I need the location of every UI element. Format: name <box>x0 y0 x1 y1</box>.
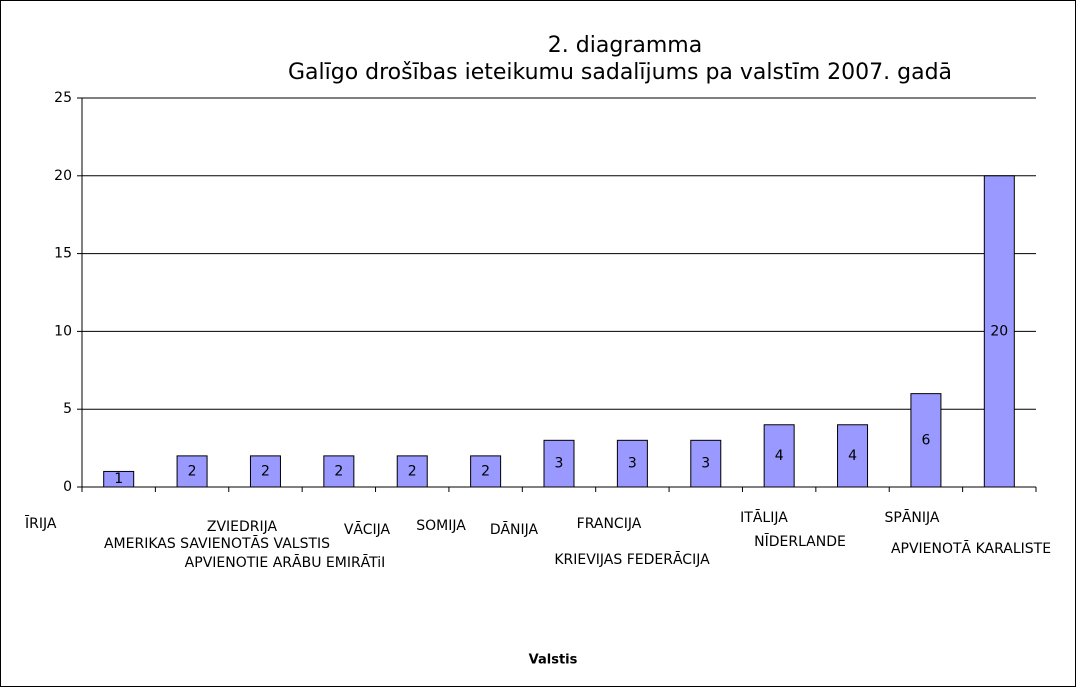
bar <box>323 455 355 488</box>
bar <box>690 439 722 488</box>
x-tick-label: SPĀNIJA <box>885 509 940 526</box>
data-label: 2 <box>481 463 490 479</box>
bar <box>396 455 428 488</box>
data-label: 1 <box>114 471 123 487</box>
data-label: 6 <box>921 432 930 448</box>
x-tick-label: APVIENOTĀ KARALISTE <box>891 540 1051 557</box>
y-tick-label: 10 <box>54 323 72 339</box>
x-tick-label: ITĀLIJA <box>740 509 788 526</box>
bar <box>616 439 648 488</box>
x-tick-label: AMERIKAS SAVIENOTĀS VALSTIS <box>104 535 330 552</box>
x-tick-label: NĪDERLANDE <box>754 533 846 550</box>
data-label: 3 <box>555 456 564 472</box>
data-label: 2 <box>188 463 197 479</box>
data-label: 3 <box>628 456 637 472</box>
bar <box>543 439 575 488</box>
y-tick-label: 0 <box>63 479 72 495</box>
data-label: 2 <box>261 463 270 479</box>
bar <box>983 175 1015 488</box>
data-label: 2 <box>408 463 417 479</box>
data-label: 3 <box>701 456 710 472</box>
x-tick-label: FRANCIJA <box>577 516 642 532</box>
x-axis-title: Valstis <box>529 653 578 668</box>
bar <box>470 455 502 488</box>
y-tick-label: 15 <box>54 246 72 262</box>
bar <box>176 455 208 488</box>
x-tick-label: ĪRIJA <box>25 515 57 532</box>
data-label: 2 <box>334 463 343 479</box>
x-tick-label: SOMIJA <box>416 518 466 534</box>
data-label: 20 <box>990 323 1008 339</box>
chart-title: 2. diagramma <box>548 33 702 58</box>
data-label: 4 <box>775 448 784 464</box>
x-tick-label: ZVIEDRIJA <box>207 519 278 535</box>
y-tick-label: 25 <box>54 90 72 106</box>
bar <box>837 424 869 488</box>
x-tick-label: DĀNIJA <box>490 521 539 538</box>
y-tick-label: 5 <box>63 401 72 417</box>
data-label: 4 <box>848 448 857 464</box>
x-tick-label: APVIENOTIE ARĀBU EMIRĀTiI <box>185 554 386 571</box>
x-tick-label: VĀCIJA <box>344 521 391 538</box>
bar <box>249 455 281 488</box>
bar <box>103 470 135 488</box>
bar <box>763 424 795 488</box>
x-tick-label: KRIEVIJAS FEDERĀCIJA <box>554 551 710 568</box>
y-tick-label: 20 <box>54 168 72 184</box>
bar <box>910 393 942 488</box>
chart-subtitle: Galīgo drošības ieteikumu sadalījums pa … <box>288 60 952 85</box>
